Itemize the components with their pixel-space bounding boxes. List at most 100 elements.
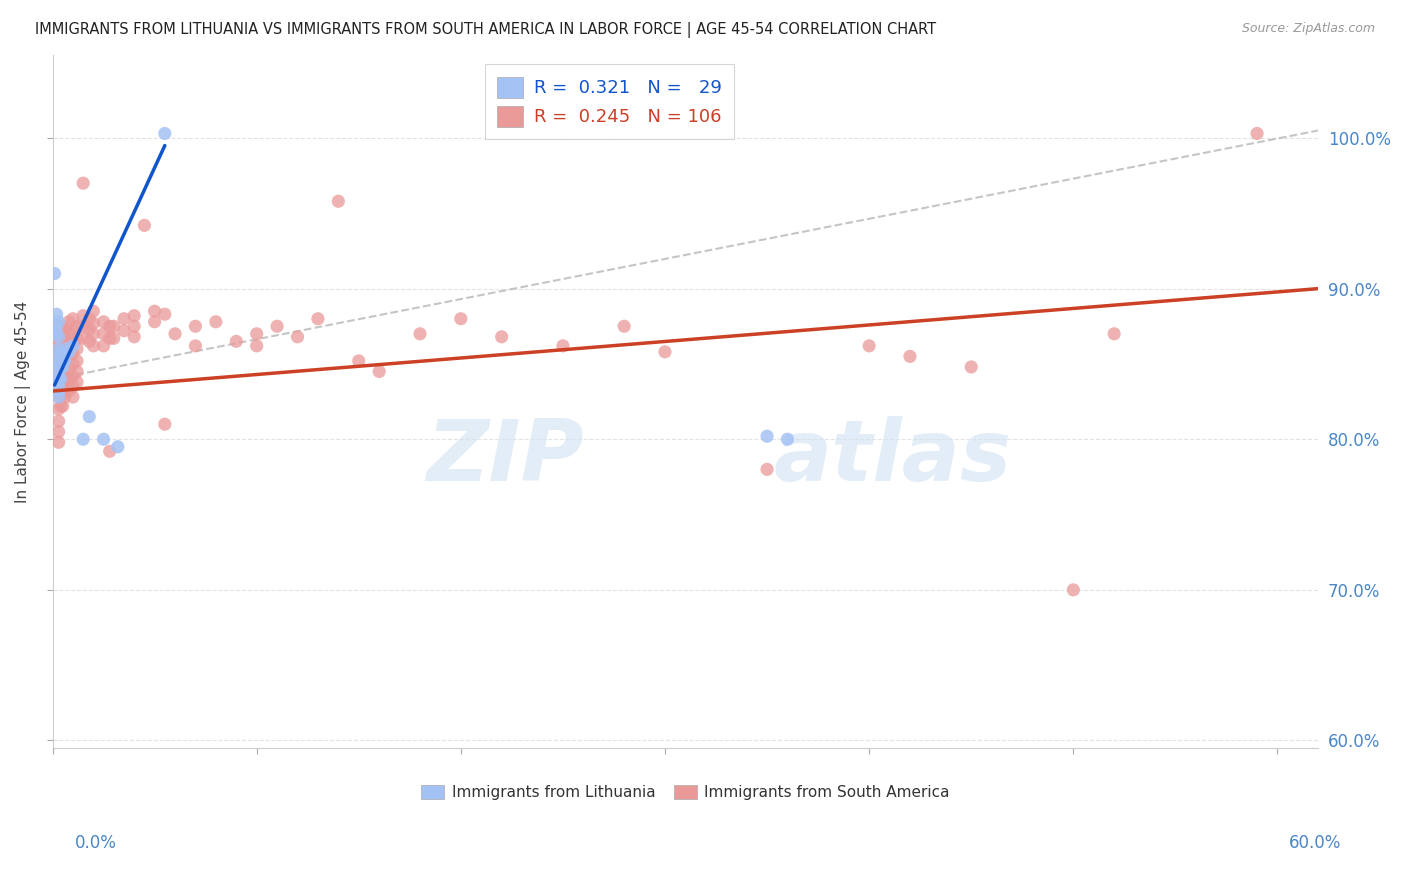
Point <box>53 379 76 393</box>
Point <box>44 267 66 281</box>
Point <box>266 319 288 334</box>
Point <box>48 372 70 386</box>
Text: IMMIGRANTS FROM LITHUANIA VS IMMIGRANTS FROM SOUTH AMERICA IN LABOR FORCE | AGE : IMMIGRANTS FROM LITHUANIA VS IMMIGRANTS … <box>35 22 936 38</box>
Point <box>898 350 921 364</box>
Point <box>62 334 84 349</box>
Point <box>66 331 89 345</box>
Point <box>960 359 983 374</box>
Point <box>53 324 76 338</box>
Point <box>93 326 115 341</box>
Text: 0.0%: 0.0% <box>75 834 117 852</box>
Point <box>82 316 104 330</box>
Point <box>48 379 70 393</box>
Point <box>153 417 176 432</box>
Point <box>52 319 75 334</box>
Point <box>82 326 104 341</box>
Point <box>49 364 72 378</box>
Point <box>45 344 67 359</box>
Point <box>49 354 72 368</box>
Point <box>1102 326 1125 341</box>
Point <box>53 334 76 349</box>
Point <box>48 342 70 356</box>
Point <box>48 414 70 428</box>
Point <box>53 368 76 383</box>
Point <box>48 330 70 344</box>
Point <box>1246 127 1268 141</box>
Point <box>49 387 72 401</box>
Point <box>66 354 89 368</box>
Point <box>491 330 513 344</box>
Point <box>122 330 145 344</box>
Point <box>48 315 70 329</box>
Point <box>62 368 84 383</box>
Point <box>48 326 70 341</box>
Point <box>1062 582 1084 597</box>
Point <box>58 315 80 329</box>
Text: ZIP: ZIP <box>426 416 583 499</box>
Point <box>246 326 269 341</box>
Point <box>184 319 207 334</box>
Point <box>52 375 75 389</box>
Point <box>48 372 70 386</box>
Point <box>72 319 94 334</box>
Point <box>62 346 84 360</box>
Point <box>82 304 104 318</box>
Point <box>77 409 100 424</box>
Point <box>82 339 104 353</box>
Point <box>53 344 76 359</box>
Point <box>48 364 70 378</box>
Point <box>756 429 779 443</box>
Point <box>48 357 70 371</box>
Point <box>48 339 70 353</box>
Point <box>103 319 125 334</box>
Point <box>48 350 70 364</box>
Point <box>72 309 94 323</box>
Point <box>66 342 89 356</box>
Point <box>62 379 84 393</box>
Point <box>287 330 309 344</box>
Point <box>307 311 329 326</box>
Point <box>58 361 80 376</box>
Point <box>122 319 145 334</box>
Point <box>134 219 156 233</box>
Point <box>328 194 350 209</box>
Point <box>93 432 115 446</box>
Point <box>654 344 676 359</box>
Y-axis label: In Labor Force | Age 45-54: In Labor Force | Age 45-54 <box>15 301 31 503</box>
Point <box>62 390 84 404</box>
Point <box>52 364 75 378</box>
Point <box>143 304 166 318</box>
Point <box>77 311 100 326</box>
Point <box>58 372 80 386</box>
Point <box>49 399 72 413</box>
Point <box>45 307 67 321</box>
Point <box>48 402 70 417</box>
Point <box>551 339 574 353</box>
Point <box>48 435 70 450</box>
Point <box>347 354 370 368</box>
Text: 60.0%: 60.0% <box>1288 834 1341 852</box>
Point <box>93 315 115 329</box>
Point <box>72 331 94 345</box>
Point <box>49 375 72 389</box>
Point <box>53 357 76 371</box>
Point <box>53 390 76 404</box>
Point <box>58 326 80 341</box>
Point <box>613 319 636 334</box>
Point <box>93 339 115 353</box>
Point <box>368 364 391 378</box>
Point <box>49 342 72 356</box>
Point <box>48 425 70 439</box>
Point <box>246 339 269 353</box>
Point <box>56 342 79 356</box>
Point <box>45 326 67 341</box>
Point <box>184 339 207 353</box>
Point <box>62 311 84 326</box>
Point <box>45 319 67 334</box>
Point <box>153 307 176 321</box>
Point <box>48 390 70 404</box>
Point <box>48 350 70 364</box>
Point <box>163 326 186 341</box>
Point <box>98 319 121 334</box>
Point <box>49 359 72 374</box>
